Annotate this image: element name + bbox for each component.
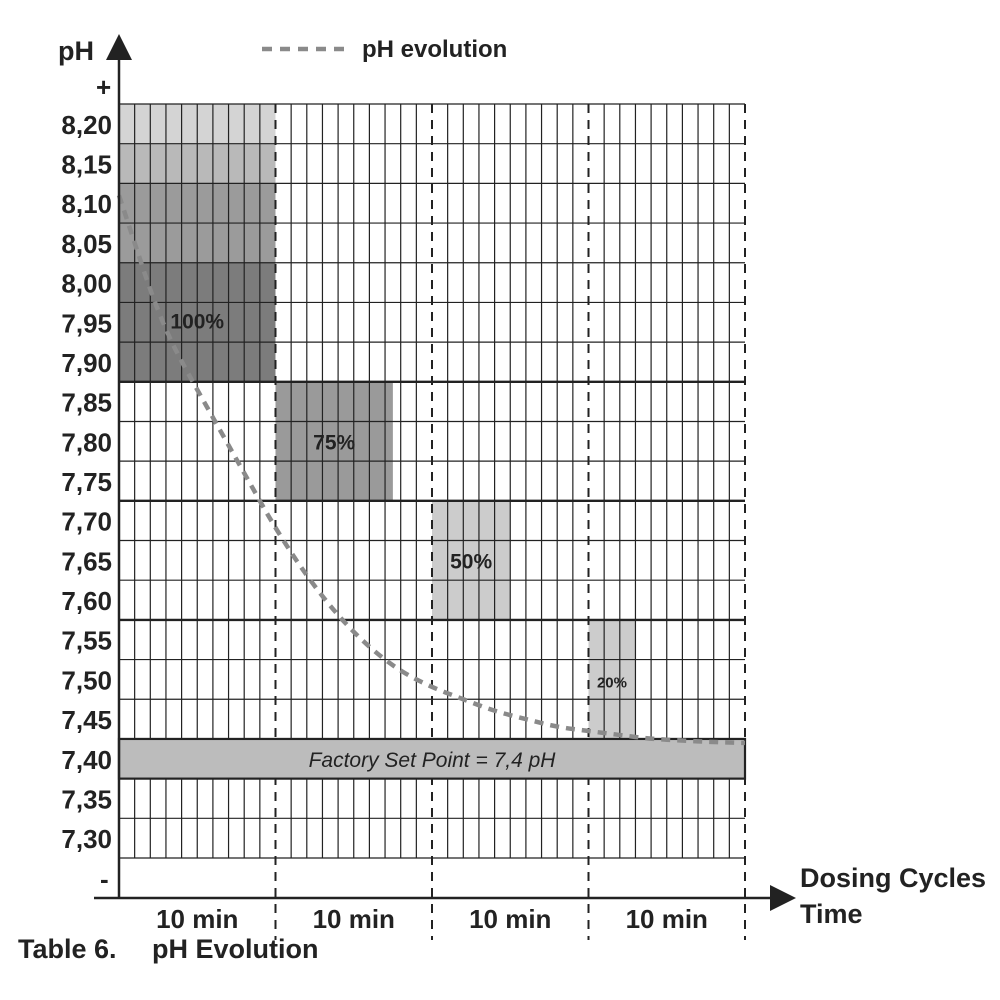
y-tick-label: 8,05: [61, 229, 112, 259]
dosing-block-label: 75%: [313, 431, 355, 454]
y-tick-label: 7,35: [61, 784, 112, 814]
y-tick-label: 8,10: [61, 189, 112, 219]
y-tick-label: 7,90: [61, 348, 112, 378]
y-tick-label: 7,85: [61, 388, 112, 418]
y-tick-label: 7,70: [61, 507, 112, 537]
y-axis-title: pH: [58, 36, 94, 66]
x-tick-label: 10 min: [626, 904, 708, 934]
x-tick-label: 10 min: [469, 904, 551, 934]
y-axis-arrow-icon: [106, 34, 132, 60]
y-tick-label: 7,95: [61, 308, 112, 338]
chart-plot-area: Factory Set Point = 7,4 pH 100% 75% 50% 20% 8…: [61, 34, 796, 940]
dosing-block-label: 100%: [170, 310, 224, 333]
caption-number: Table 6.: [18, 934, 117, 964]
y-tick-label: 8,15: [61, 150, 112, 180]
y-tick-label: 7,60: [61, 586, 112, 616]
x-tick-label: 10 min: [313, 904, 395, 934]
y-tick-label: 7,65: [61, 546, 112, 576]
dosing-block-label: 50%: [450, 550, 492, 573]
y-tick-label: 7,45: [61, 705, 112, 735]
factory-setpoint-label: Factory Set Point = 7,4 pH: [309, 749, 557, 772]
dosing-block-75-percent: [275, 381, 393, 501]
y-tick-label: 7,30: [61, 824, 112, 854]
y-tick-label: 7,40: [61, 745, 112, 775]
ph-evolution-curve: [116, 194, 746, 746]
x-axis-arrow-icon: [770, 885, 796, 911]
y-tick-label: 7,50: [61, 665, 112, 695]
y-tick-label: 7,80: [61, 427, 112, 457]
legend-label: pH evolution: [362, 36, 507, 63]
caption-title: pH Evolution: [152, 934, 318, 964]
x-axis-title-line1: Dosing Cycles: [800, 863, 986, 893]
dosing-block-20-percent: [588, 619, 636, 739]
y-axis-minus: -: [100, 864, 109, 894]
y-tick-label: 7,75: [61, 467, 112, 497]
x-tick-label: 10 min: [156, 904, 238, 934]
dosing-block-label: 20%: [597, 674, 627, 691]
dosing-block-50-percent: [432, 500, 511, 620]
y-tick-label: 7,55: [61, 626, 112, 656]
x-axis-title-line2: Time: [800, 899, 863, 929]
y-axis-plus: +: [96, 72, 111, 102]
y-tick-label: 8,00: [61, 269, 112, 299]
y-tick-label: 8,20: [61, 110, 112, 140]
